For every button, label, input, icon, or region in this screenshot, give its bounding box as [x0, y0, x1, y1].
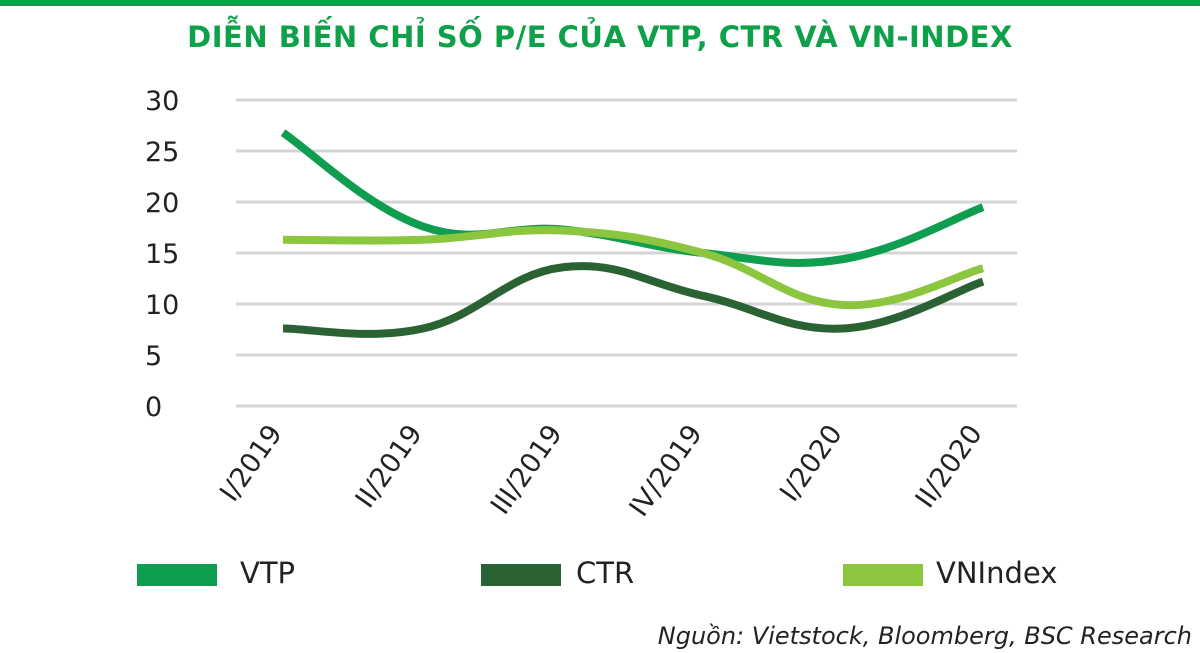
series-lines: [280, 129, 985, 338]
legend-label-ctr: CTR: [576, 556, 634, 590]
legend-swatch-ctr: [481, 564, 561, 586]
y-tick-label: 20: [145, 188, 179, 219]
x-tick-label: II/2019: [350, 419, 429, 514]
x-tick-label: I/2019: [214, 419, 289, 507]
y-tick-label: 10: [145, 290, 179, 321]
y-tick-label: 30: [145, 86, 179, 117]
chart-title: DIỄN BIẾN CHỈ SỐ P/E CỦA VTP, CTR VÀ VN-…: [187, 20, 1013, 54]
legend-label-vnindex: VNIndex: [936, 556, 1057, 590]
y-tick-label: 0: [145, 392, 162, 423]
y-tick-label: 25: [145, 137, 179, 168]
y-axis-ticks: 0 5 10 15 20 25 30: [145, 86, 179, 423]
y-tick-label: 5: [145, 341, 162, 372]
x-tick-label: III/2019: [485, 419, 569, 520]
legend-swatch-vnindex: [843, 564, 923, 586]
legend-swatch-vtp: [137, 564, 217, 586]
x-axis-ticks: I/2019 II/2019 III/2019 IV/2019 I/2020 II/202…: [214, 419, 989, 522]
grid-lines: [236, 98, 1017, 408]
x-tick-label: I/2020: [774, 419, 849, 507]
y-tick-label: 15: [145, 239, 179, 270]
source-note: Nguồn: Vietstock, Bloomberg, BSC Researc…: [657, 622, 1192, 650]
legend-label-vtp: VTP: [240, 556, 295, 590]
x-tick-label: IV/2019: [624, 419, 709, 522]
legend: VTP CTR VNIndex: [137, 556, 1057, 590]
series-line-ctr: [282, 262, 985, 338]
x-tick-label: II/2020: [910, 419, 989, 514]
top-accent-rule: [0, 0, 1200, 6]
series-line-vnindex: [282, 226, 985, 310]
